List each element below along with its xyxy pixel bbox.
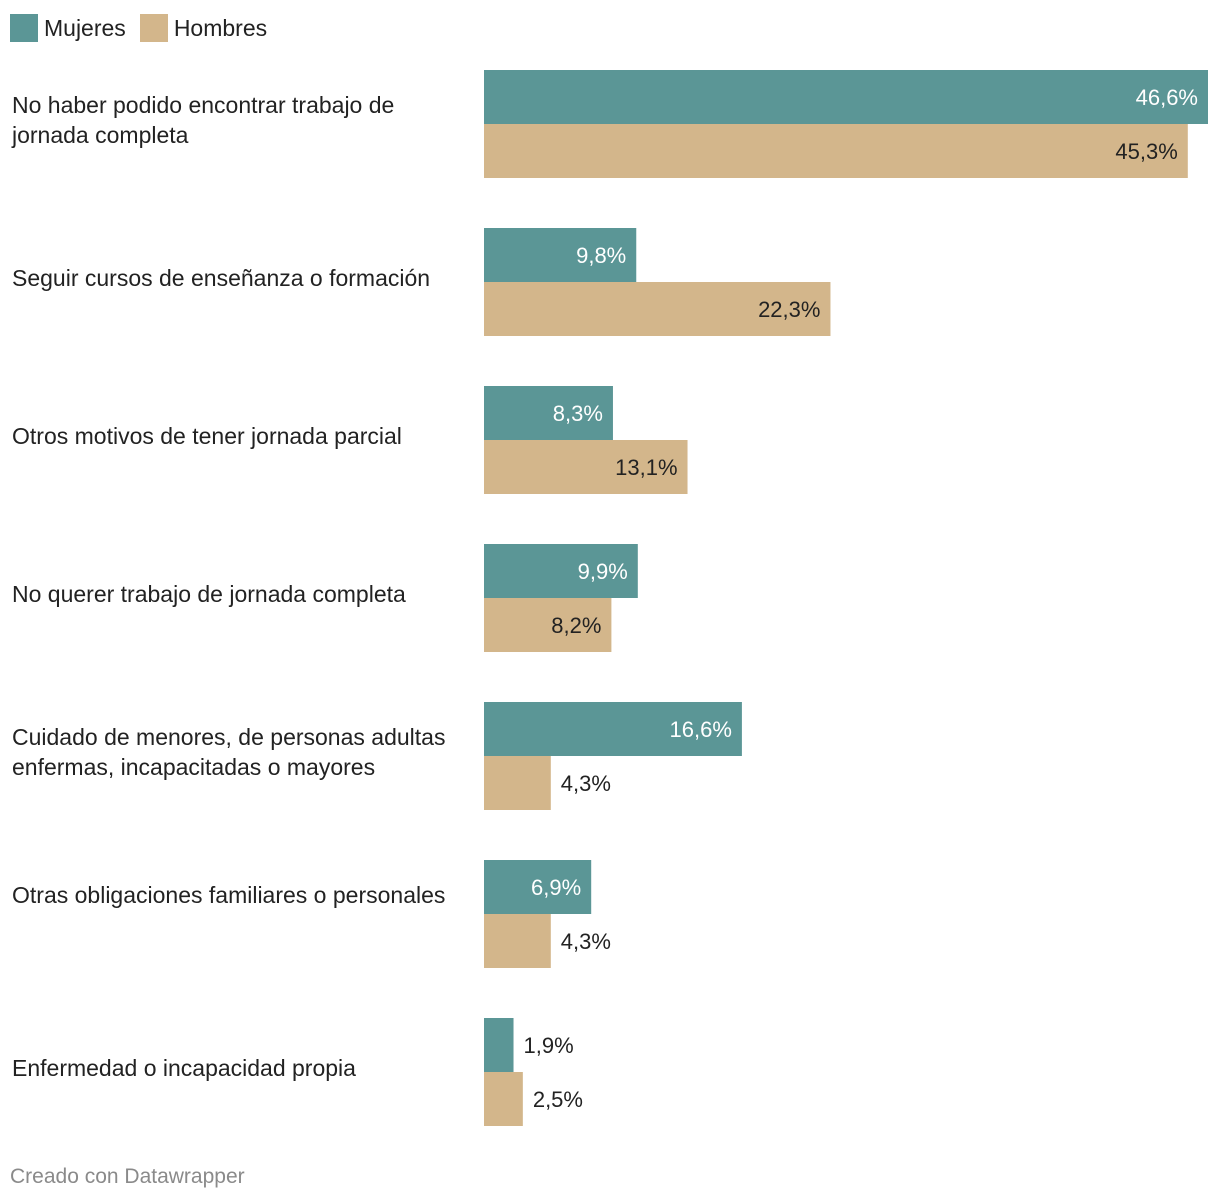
category-label: Seguir cursos de enseñanza o formación (12, 265, 431, 291)
bar-mujeres (484, 386, 613, 440)
category-label: Cuidado de menores, de personas adultas … (12, 724, 446, 780)
category-label: Otras obligaciones familiares o personal… (12, 882, 446, 908)
source-credit: Creado con Datawrapper (10, 1165, 245, 1188)
category-label: Otros motivos de tener jornada parcial (12, 423, 402, 449)
legend-label-mujeres: Mujeres (44, 14, 126, 41)
bar-mujeres (484, 702, 742, 756)
bar-hombres (484, 914, 551, 968)
bar-mujeres (484, 1018, 514, 1072)
bar-value-label: 4,3% (561, 771, 611, 796)
category-label: Enfermedad o incapacidad propia (12, 1055, 356, 1081)
bar-mujeres (484, 228, 637, 282)
category-label: No querer trabajo de jornada completa (12, 581, 406, 607)
bar-mujeres (484, 860, 592, 914)
bar-hombres (484, 124, 1188, 178)
bar-value-label: 9,9% (578, 559, 628, 584)
bar-value-label: 13,1% (615, 455, 677, 480)
legend-swatch-hombres (139, 14, 168, 42)
bar-hombres (484, 1072, 523, 1126)
bar-value-label: 9,8% (576, 243, 626, 268)
bar-value-label: 8,2% (551, 613, 601, 638)
bar-value-label: 6,9% (531, 875, 581, 900)
bar-mujeres (484, 70, 1208, 124)
legend: Mujeres Hombres (10, 14, 281, 42)
legend-label-hombres: Hombres (173, 14, 268, 41)
bar-hombres (484, 756, 551, 810)
bar-value-label: 16,6% (670, 717, 732, 742)
bar-value-label: 1,9% (524, 1033, 574, 1058)
legend-item-hombres: Hombres (139, 14, 268, 42)
category-label: No haber podido encontrar trabajo de jor… (12, 92, 395, 148)
bar-hombres (484, 598, 612, 652)
bar-value-label: 46,6% (1136, 85, 1198, 110)
legend-item-mujeres: Mujeres (10, 14, 126, 42)
bar-value-label: 2,5% (533, 1087, 583, 1112)
bar-value-label: 22,3% (758, 297, 820, 322)
bar-value-label: 8,3% (553, 401, 603, 426)
bar-hombres (484, 282, 831, 336)
bar-mujeres (484, 544, 638, 598)
bar-hombres (484, 440, 688, 494)
bar-value-label: 4,3% (561, 929, 611, 954)
bar-value-label: 45,3% (1115, 139, 1177, 164)
legend-swatch-mujeres (10, 14, 38, 42)
